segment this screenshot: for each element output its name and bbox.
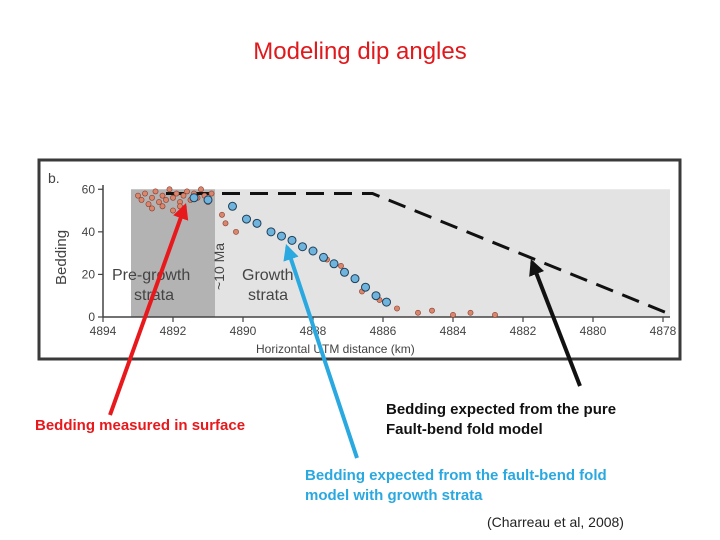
surface-annotation: Bedding measured in surface	[35, 416, 245, 436]
growth-point	[266, 227, 276, 237]
measured-point	[429, 307, 435, 314]
measured-point	[163, 197, 169, 203]
measured-point	[170, 194, 176, 201]
growth-point	[242, 214, 251, 224]
growth-label-line2: strata	[248, 287, 288, 304]
measured-point	[159, 192, 166, 199]
surface-annotation-text: Bedding measured in surface	[35, 417, 246, 434]
growth-point	[277, 231, 286, 241]
growth-point	[361, 282, 370, 292]
measured-point	[415, 309, 421, 316]
pure-model-annotation: Bedding expected from the pure Fault-ben…	[386, 400, 616, 440]
growth-point	[287, 235, 297, 245]
x-tick-label: 4894	[90, 324, 117, 338]
growth-point	[252, 218, 262, 228]
growth-point	[329, 259, 339, 269]
pure-arrow	[529, 259, 582, 387]
citation: (Charreau et al, 2008)	[487, 514, 624, 530]
pregrowth-label-line1: Pre-growth	[112, 267, 190, 284]
measured-point	[173, 190, 180, 197]
measured-point	[152, 188, 159, 195]
pure-model-line	[166, 192, 668, 315]
y-tick-label: 20	[82, 267, 96, 281]
measured-point	[198, 186, 204, 193]
y-tick-label: 0	[88, 310, 95, 324]
surface-arrow	[108, 202, 189, 416]
y-tick-label: 60	[82, 182, 96, 196]
measured-point	[177, 203, 183, 210]
x-axis-label: Horizontal UTM distance (km)	[256, 342, 415, 356]
growth-arrow	[283, 243, 359, 459]
measured-point	[142, 190, 148, 197]
growth-point	[382, 297, 391, 307]
measured-point	[180, 192, 187, 199]
measured-point	[219, 211, 225, 218]
growth-point	[371, 291, 381, 301]
growth-annotation-line2: model with growth strata	[305, 487, 483, 504]
measured-point	[338, 263, 344, 269]
measured-point	[149, 205, 155, 212]
panel-label: b.	[48, 170, 60, 186]
measured-point	[156, 199, 162, 205]
y-tick-label: 40	[82, 225, 96, 239]
measured-point	[184, 188, 190, 195]
growth-point	[319, 252, 328, 262]
x-tick-label: 4880	[580, 324, 607, 338]
slide-title: Modeling dip angles	[253, 38, 467, 65]
x-tick-label: 4884	[440, 324, 467, 338]
growth-annotation-line1: Bedding expected from the fault-bend fol…	[305, 467, 607, 484]
growth-model-annotation: Bedding expected from the fault-bend fol…	[305, 466, 607, 506]
growth-point	[203, 195, 213, 205]
measured-point	[145, 201, 152, 208]
measured-point	[166, 186, 173, 193]
x-tick-label: 4892	[160, 324, 187, 338]
growth-point	[189, 193, 199, 203]
measured-point	[208, 190, 215, 197]
pure-annotation-line1: Bedding expected from the pure	[386, 401, 617, 418]
measured-point	[135, 192, 141, 199]
measured-point	[138, 197, 145, 203]
measured-point	[149, 194, 155, 201]
growth-point	[308, 246, 318, 256]
growth-point	[350, 274, 360, 284]
measured-point	[467, 309, 474, 316]
x-tick-label: 4886	[370, 324, 397, 338]
measured-point	[170, 207, 176, 214]
growth-point	[228, 201, 237, 211]
growth-label-line1: Growth	[242, 267, 294, 284]
measured-point	[450, 311, 456, 318]
x-tick-label: 4878	[650, 324, 677, 338]
y-axis-label: Bedding	[53, 230, 70, 285]
measured-point	[492, 311, 498, 318]
pure-annotation-line2: Fault-bend fold model	[386, 421, 543, 438]
y-ticks: 0 20 40 60	[82, 182, 103, 324]
age-label: ~10 Ma	[211, 243, 227, 290]
growth-point	[340, 267, 349, 277]
x-tick-label: 4882	[510, 324, 537, 338]
measured-point	[394, 305, 400, 312]
measured-point	[233, 228, 239, 235]
x-tick-label: 4890	[230, 324, 257, 338]
measured-point	[222, 220, 229, 227]
pure-model-series	[166, 192, 668, 315]
measured-point	[159, 203, 166, 210]
growth-point	[298, 242, 307, 252]
growth-model-series	[189, 193, 391, 307]
